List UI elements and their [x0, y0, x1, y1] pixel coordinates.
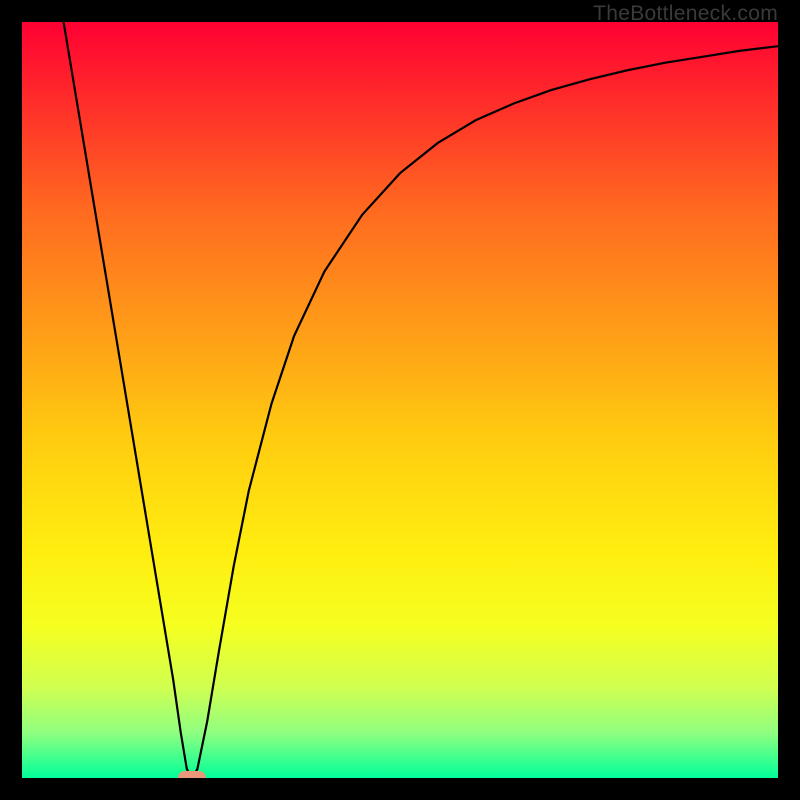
optimal-point-marker — [178, 771, 206, 778]
plot-area — [22, 22, 778, 778]
gradient-background — [22, 22, 778, 778]
chart-svg — [22, 22, 778, 778]
bottleneck-curve — [64, 22, 778, 778]
plot-container: TheBottleneck.com — [0, 0, 800, 800]
